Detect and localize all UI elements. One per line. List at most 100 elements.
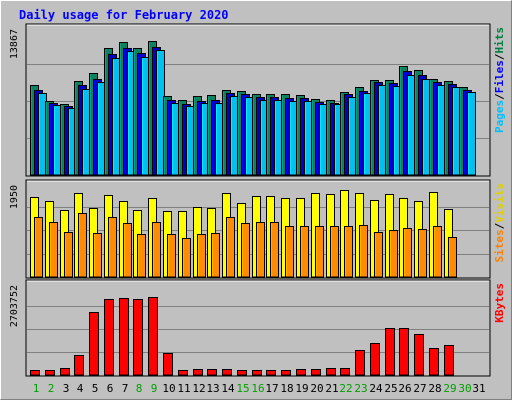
bar-kbytes-day-17 (266, 370, 276, 376)
legend-hits: Hits (493, 27, 506, 54)
legend-separator: / (493, 93, 506, 100)
legend-pages: Pages (493, 100, 506, 133)
chart-title: Daily usage for February 2020 (19, 8, 229, 22)
bar-kbytes-day-14 (222, 369, 232, 376)
x-tick-label: 3 (63, 382, 70, 395)
x-tick-label: 23 (354, 382, 367, 395)
x-tick-label: 20 (310, 382, 323, 395)
bar-sites-day-8 (137, 234, 146, 278)
bar-kbytes-day-22 (340, 368, 350, 376)
bar-kbytes-day-13 (207, 369, 217, 376)
bar-sites-day-12 (197, 234, 206, 278)
bar-sites-day-5 (93, 233, 102, 278)
x-tick-label: 8 (136, 382, 143, 395)
x-tick-label: 19 (295, 382, 308, 395)
bar-kbytes-day-20 (311, 369, 321, 376)
x-axis-day-labels: 1 2 3 4 5 6 7 8 9 10 11 12 13 14 15 16 17 18 19 20 21 22 23 24 2… (33, 382, 486, 395)
bar-kbytes-day-15 (237, 370, 247, 376)
bar-kbytes-day-24 (370, 343, 380, 376)
legend-separator: / (493, 53, 506, 60)
bar-sites-day-19 (300, 226, 309, 278)
x-tick-label: 17 (265, 382, 278, 395)
bar-sites-day-24 (374, 232, 383, 278)
x-tick-label: 31 (472, 382, 485, 395)
bar-sites-day-23 (359, 225, 368, 278)
x-tick-label: 29 (443, 382, 456, 395)
bar-sites-day-15 (241, 223, 250, 278)
panel-bot: 2703752 KBytes (9, 279, 506, 377)
x-tick-label: 26 (398, 382, 411, 395)
bar-sites-day-7 (123, 223, 132, 278)
bar-sites-day-9 (152, 222, 161, 278)
x-tick-label: 14 (221, 382, 235, 395)
bar-kbytes-day-1 (30, 370, 40, 376)
legend-files: Files (493, 60, 506, 93)
bar-sites-day-2 (49, 222, 58, 278)
x-tick-label: 10 (162, 382, 175, 395)
bar-sites-day-22 (344, 226, 353, 278)
bar-kbytes-day-6 (104, 299, 114, 376)
bar-kbytes-day-11 (178, 370, 188, 376)
x-tick-label: 22 (339, 382, 352, 395)
bar-kbytes-day-23 (355, 350, 365, 376)
bar-sites-day-21 (330, 226, 339, 278)
bar-sites-day-17 (270, 222, 279, 278)
x-tick-label: 28 (428, 382, 441, 395)
x-tick-label: 24 (369, 382, 383, 395)
bar-sites-day-18 (285, 226, 294, 278)
bar-sites-day-11 (182, 238, 191, 278)
panel-top-legend: Pages/Files/Hits (493, 27, 506, 133)
bar-sites-day-25 (389, 230, 398, 278)
bar-kbytes-day-2 (45, 370, 55, 376)
panel-bot-scale-max: 2703752 (9, 285, 20, 327)
bar-sites-day-14 (226, 217, 235, 278)
bar-sites-day-16 (256, 222, 265, 278)
legend-separator: / (493, 222, 506, 229)
x-tick-label: 30 (458, 382, 471, 395)
bar-kbytes-day-3 (60, 368, 70, 376)
bar-kbytes-day-27 (414, 334, 424, 376)
x-tick-label: 27 (413, 382, 426, 395)
x-tick-label: 6 (107, 382, 114, 395)
chart-panels: 13867Pages/Files/Hits1950Sites/Visits270… (9, 23, 506, 377)
panel-top-scale-max: 13867 (9, 29, 20, 59)
bar-kbytes-day-8 (133, 299, 143, 376)
x-tick-label: 2 (48, 382, 55, 395)
bar-kbytes-day-18 (281, 370, 291, 376)
x-tick-label: 4 (77, 382, 84, 395)
x-tick-label: 25 (384, 382, 397, 395)
bar-kbytes-day-7 (119, 298, 129, 376)
panel-mid-scale-max: 1950 (9, 185, 20, 209)
bar-kbytes-day-25 (385, 328, 395, 376)
bar-kbytes-day-10 (163, 353, 173, 376)
bar-kbytes-day-4 (74, 355, 84, 376)
bar-sites-day-4 (78, 213, 87, 278)
bar-kbytes-day-12 (193, 369, 203, 376)
bar-kbytes-day-16 (252, 370, 262, 376)
bar-sites-day-20 (315, 226, 324, 278)
panel-bot-frame (25, 279, 491, 377)
legend-visits: Visits (493, 183, 506, 223)
panel-mid-legend: Sites/Visits (493, 183, 506, 263)
x-tick-label: 11 (177, 382, 190, 395)
x-tick-label: 13 (206, 382, 219, 395)
x-tick-label: 1 (33, 382, 40, 395)
bar-sites-day-1 (34, 217, 43, 278)
legend-sites: Sites (493, 229, 506, 262)
bar-pages-day-30 (467, 92, 476, 176)
bar-sites-day-6 (108, 217, 117, 278)
bar-sites-day-3 (64, 232, 73, 278)
bar-sites-day-27 (418, 229, 427, 278)
panel-bot-legend: KBytes (493, 283, 506, 323)
x-tick-label: 16 (251, 382, 264, 395)
bar-kbytes-day-28 (429, 348, 439, 376)
bar-sites-day-10 (167, 234, 176, 278)
x-tick-label: 21 (325, 382, 338, 395)
x-tick-label: 5 (92, 382, 99, 395)
x-tick-label: 7 (122, 382, 129, 395)
bar-kbytes-day-19 (296, 369, 306, 376)
x-tick-label: 9 (151, 382, 158, 395)
